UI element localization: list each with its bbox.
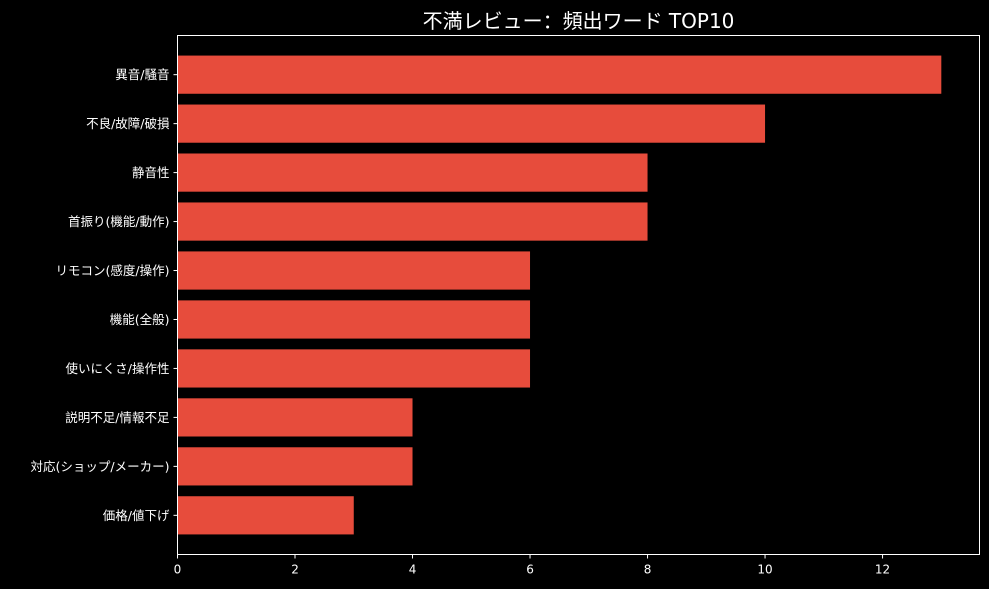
bar-7 — [177, 349, 531, 388]
y-tick-label: 機能(全般) — [110, 312, 170, 327]
y-tick-label: 不良/故障/破損 — [86, 116, 170, 131]
y-tick-label: 価格/値下げ — [103, 508, 170, 523]
bars-layer — [177, 55, 942, 535]
x-tick-label: 6 — [526, 563, 534, 577]
y-tick-label: 首振り(機能/動作) — [68, 214, 169, 229]
x-tick-label: 4 — [409, 563, 417, 577]
bar-1 — [177, 55, 942, 94]
plot-frame — [177, 35, 980, 555]
y-tick-label: 対応(ショップ/メーカー) — [31, 459, 170, 474]
x-tick-label: 0 — [174, 563, 182, 577]
y-tick-label: 説明不足/情報不足 — [65, 410, 170, 425]
bar-2 — [177, 104, 766, 143]
bar-5 — [177, 251, 531, 290]
bar-9 — [177, 447, 413, 486]
bar-8 — [177, 398, 413, 437]
x-ticks: 0 2 4 6 8 10 12 — [174, 554, 890, 577]
bar-3 — [177, 153, 648, 192]
y-tick-label: 静音性 — [132, 165, 170, 180]
chart-title: 不満レビュー：頻出ワード TOP10 — [423, 9, 735, 33]
y-tick-label: 異音/騒音 — [115, 67, 169, 82]
x-tick-label: 12 — [875, 563, 890, 577]
bar-6 — [177, 300, 531, 339]
x-tick-label: 10 — [757, 563, 772, 577]
bar-4 — [177, 202, 648, 241]
x-tick-label: 2 — [291, 563, 299, 577]
x-tick-label: 8 — [644, 563, 652, 577]
y-tick-label: 使いにくさ/操作性 — [66, 361, 170, 376]
y-tick-label: リモコン(感度/操作) — [56, 263, 170, 278]
bar-10 — [177, 496, 354, 535]
